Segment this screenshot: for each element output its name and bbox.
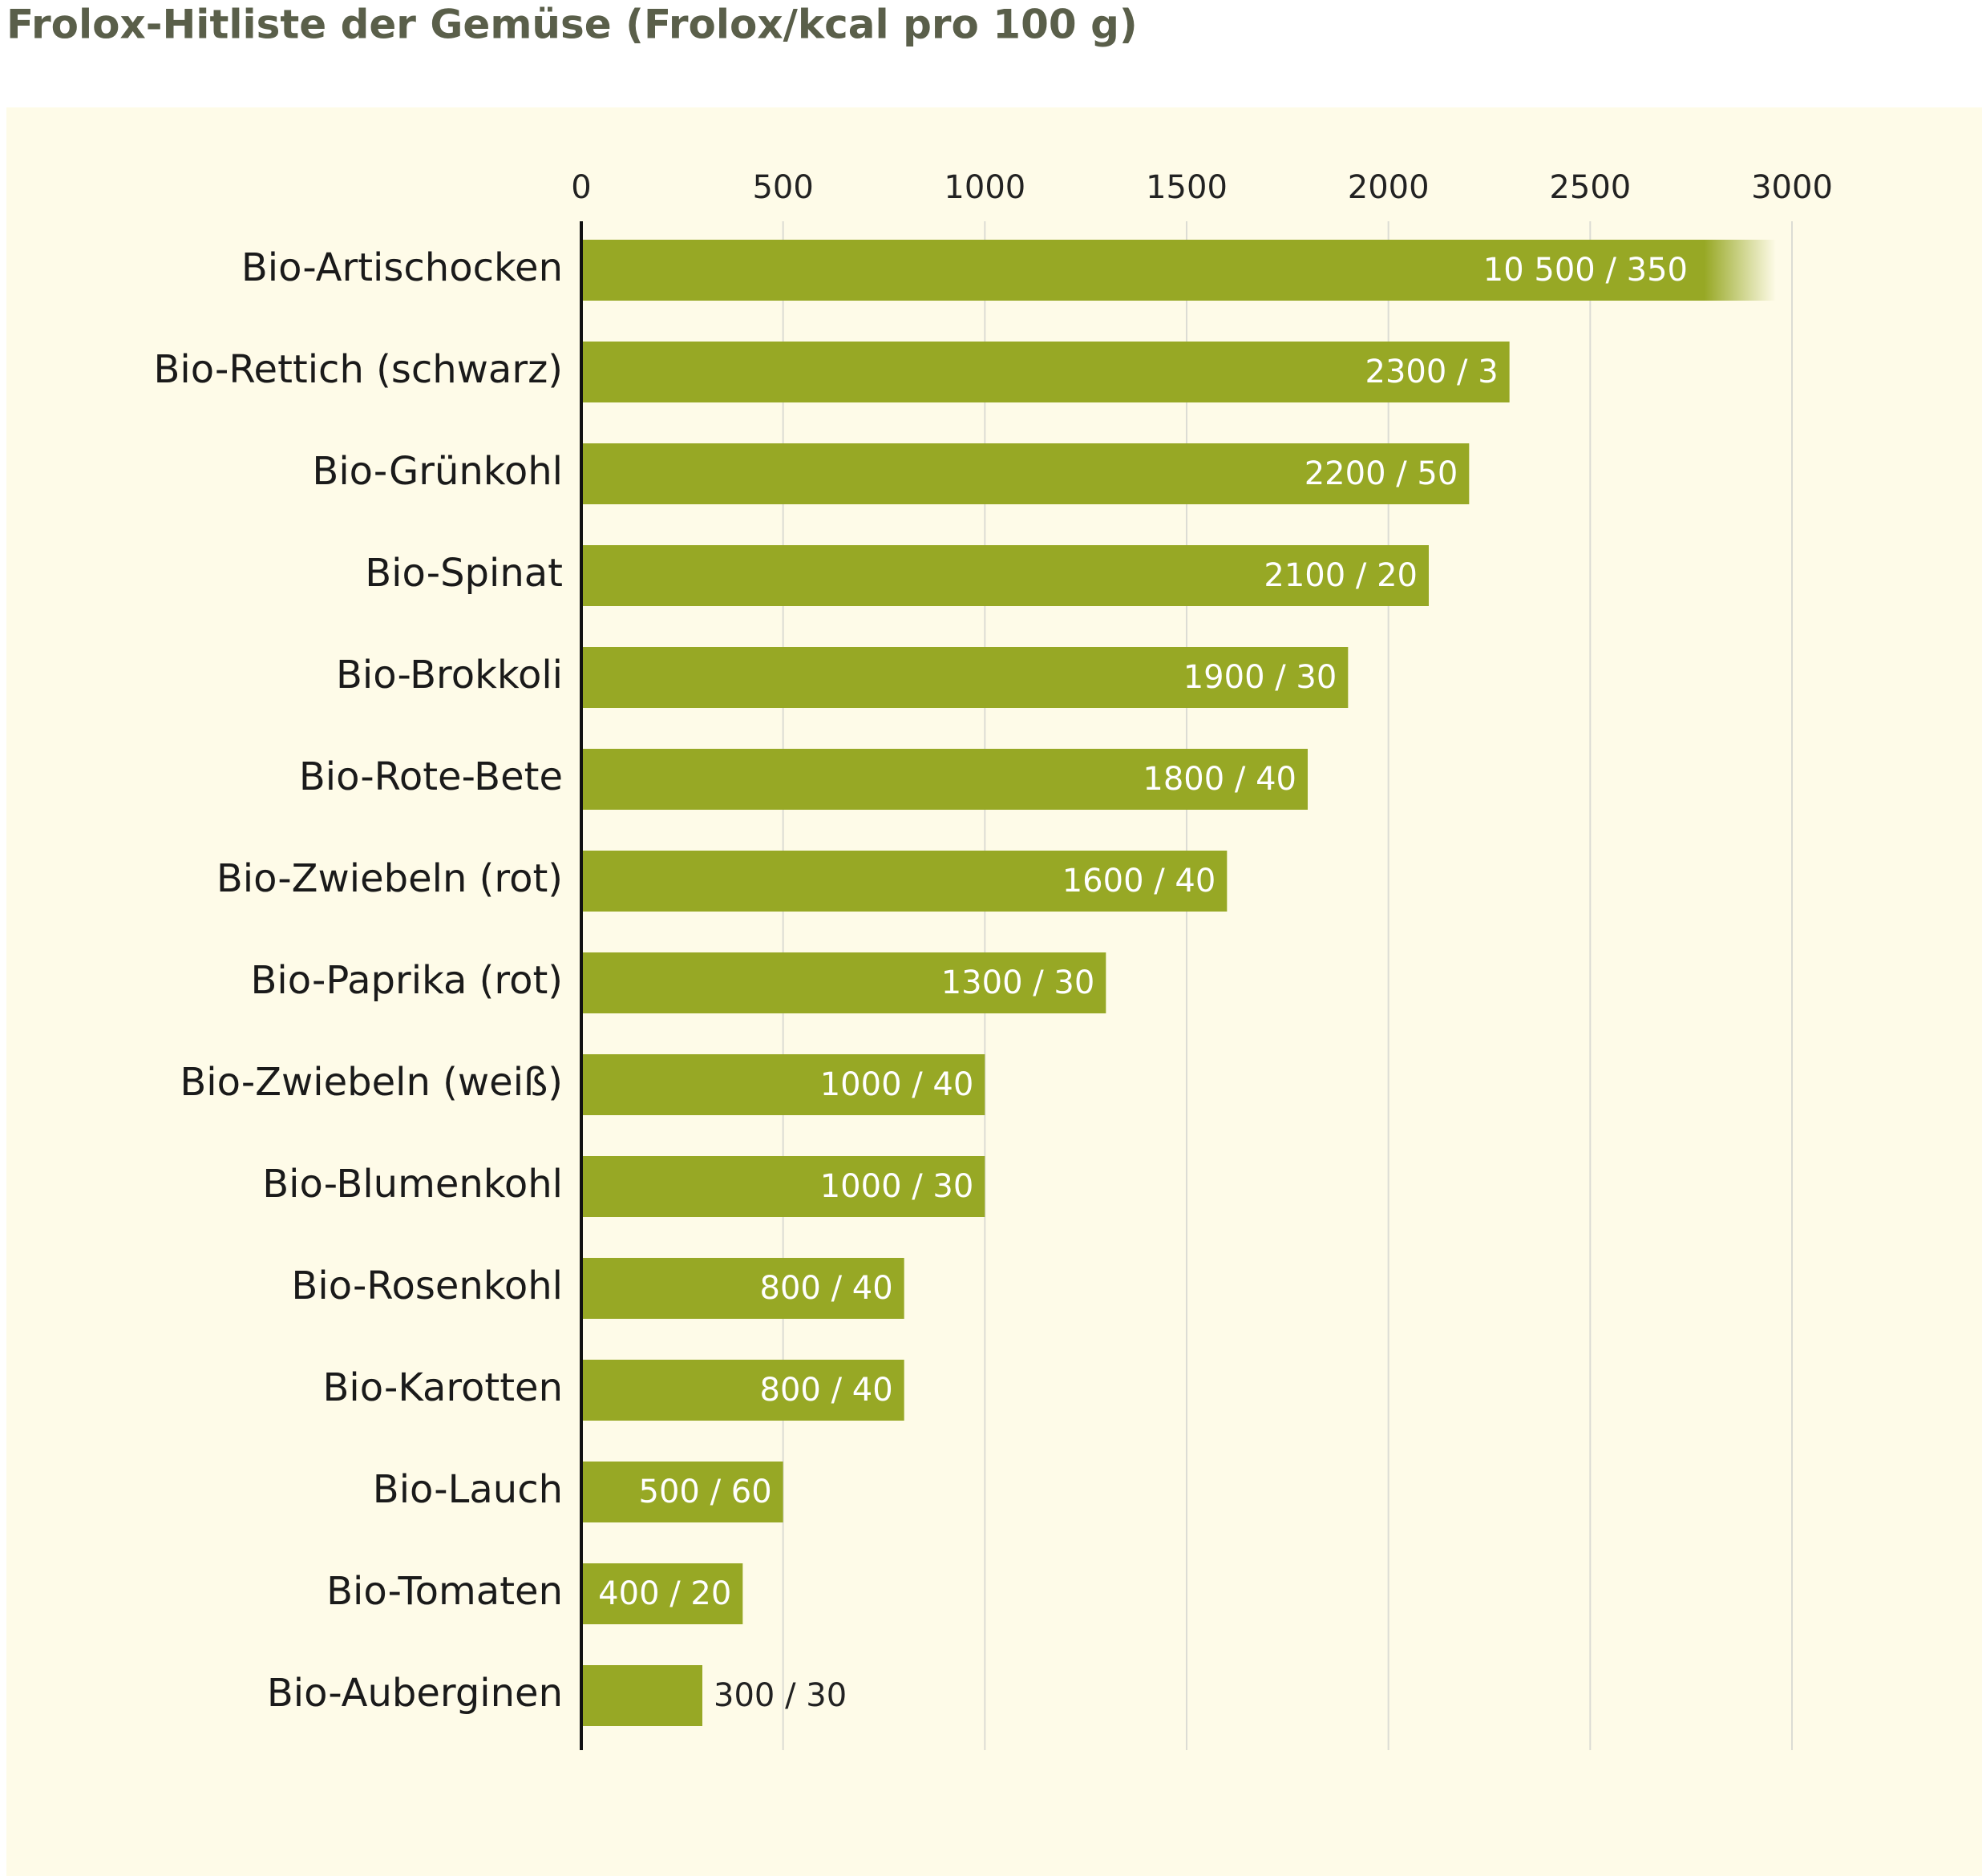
y-tick-label: Bio-Rettich (schwarz): [154, 347, 564, 392]
bar: [581, 1156, 985, 1217]
y-tick-label: Bio-Rote-Bete: [299, 754, 563, 799]
value-label: 1800 / 40: [1143, 761, 1296, 798]
bar: [581, 1054, 985, 1115]
value-label: 1000 / 30: [820, 1168, 974, 1205]
bar: [581, 545, 1429, 606]
y-tick-label: Bio-Tomaten: [326, 1569, 563, 1614]
y-tick-label: Bio-Rosenkohl: [291, 1263, 563, 1308]
y-tick-label: Bio-Grünkohl: [312, 449, 563, 494]
value-label: 1600 / 40: [1062, 863, 1216, 900]
value-label: 2300 / 3: [1365, 354, 1499, 390]
bar: [581, 851, 1228, 912]
bar: [581, 1258, 904, 1319]
x-tick-label: 500: [752, 169, 813, 206]
value-label: 10 500 / 350: [1483, 252, 1688, 289]
y-tick-label: Bio-Artischocken: [241, 245, 563, 290]
value-label: 1000 / 40: [820, 1066, 974, 1103]
bar: [581, 443, 1470, 504]
bar: [581, 952, 1106, 1013]
value-label: 1900 / 30: [1183, 659, 1337, 696]
value-label: 500 / 60: [639, 1474, 772, 1510]
x-tick-label: 2000: [1348, 169, 1430, 206]
bar: [581, 749, 1308, 810]
x-tick-label: 3000: [1751, 169, 1833, 206]
y-tick-label: Bio-Paprika (rot): [250, 958, 563, 1003]
bar: [581, 647, 1349, 708]
bar: [581, 1665, 702, 1726]
chart-title: Frolox-Hitliste der Gemüse (Frolox/kcal …: [6, 2, 1138, 48]
value-label: 300 / 30: [714, 1677, 847, 1714]
value-label: 800 / 40: [760, 1270, 893, 1307]
y-tick-label: Bio-Brokkoli: [336, 653, 563, 697]
x-tick-label: 1000: [944, 169, 1025, 206]
value-label: 1300 / 30: [941, 964, 1095, 1001]
bar: [581, 1360, 904, 1421]
bar: [581, 240, 1776, 301]
y-tick-label: Bio-Karotten: [322, 1365, 563, 1410]
bar: [581, 1563, 743, 1624]
y-tick-label: Bio-Blumenkohl: [262, 1162, 563, 1207]
value-label: 2100 / 20: [1264, 557, 1418, 594]
y-tick-label: Bio-Zwiebeln (rot): [216, 856, 563, 901]
y-tick-label: Bio-Spinat: [365, 551, 563, 596]
value-label: 400 / 20: [598, 1575, 731, 1612]
x-tick-label: 1500: [1146, 169, 1228, 206]
x-tick-label: 0: [571, 169, 591, 206]
x-tick-label: 2500: [1549, 169, 1631, 206]
bar: [581, 342, 1510, 402]
y-tick-label: Bio-Zwiebeln (weiß): [180, 1060, 563, 1105]
y-tick-label: Bio-Lauch: [373, 1467, 563, 1512]
value-label: 2200 / 50: [1304, 455, 1458, 492]
bar: [581, 1462, 783, 1522]
y-tick-label: Bio-Auberginen: [267, 1671, 563, 1716]
value-label: 800 / 40: [760, 1372, 893, 1409]
